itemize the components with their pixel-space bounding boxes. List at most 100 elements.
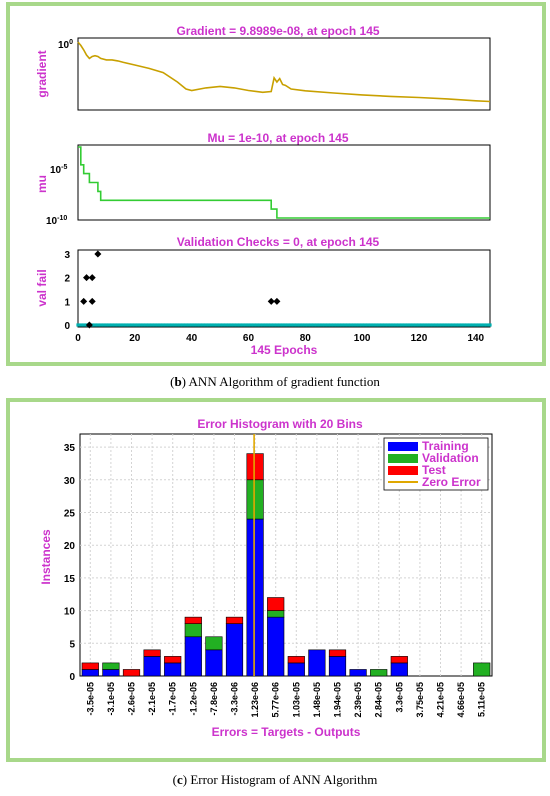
legend-validation-label: Validation (422, 451, 479, 465)
instances-tick-label: 25 (64, 508, 76, 519)
valfail-baseline-point (173, 323, 177, 327)
valfail-baseline-point (286, 323, 290, 327)
bar-test (122, 669, 141, 677)
valfail-points (76, 250, 492, 329)
mu-ytick-1e-10: 10-10 (46, 215, 67, 227)
valfail-baseline-point (101, 323, 106, 327)
mu-ylabel: mu (35, 175, 49, 193)
valfail-baseline-point (116, 323, 120, 327)
valfail-baseline-point (266, 323, 270, 327)
bar-test (267, 597, 285, 611)
valfail-baseline-point (141, 323, 145, 327)
valfail-check-point (80, 297, 88, 305)
valfail-baseline-point (235, 323, 239, 327)
valfail-baseline-point (471, 323, 475, 327)
valfail-baseline-point (369, 323, 373, 327)
valfail-baseline-point (451, 323, 455, 327)
valfail-baseline-point (477, 323, 481, 327)
valfail-baseline-point (252, 323, 256, 327)
bar-training (267, 616, 285, 677)
error-bin-label: 3.75e-05 (415, 682, 425, 718)
valfail-baseline-point (212, 323, 216, 327)
valfail-baseline-point (164, 323, 168, 327)
instances-ylabel: Instances (39, 529, 53, 585)
bar-validation (473, 662, 491, 677)
valfail-baseline-point (394, 323, 398, 327)
epoch-tick-label: 60 (243, 333, 255, 344)
valfail-baseline-point (414, 323, 418, 327)
valfail-baseline-point (320, 323, 324, 327)
valfail-baseline-point (155, 323, 160, 327)
legend-zero-error-label: Zero Error (422, 475, 481, 489)
valfail-baseline-point (349, 323, 353, 327)
valfail-baseline-point (150, 323, 154, 327)
valfail-baseline-point (283, 323, 288, 327)
caption-b-text: ANN Algorithm of gradient function (186, 374, 380, 389)
valfail-baseline-point (445, 323, 449, 327)
valfail-baseline-point (442, 323, 447, 327)
bar-training (143, 656, 161, 677)
caption-b: (b) ANN Algorithm of gradient function (170, 374, 380, 389)
gradient-ylabel: gradient (35, 50, 49, 97)
bar-training (349, 669, 367, 677)
valfail-baseline-point (383, 323, 387, 327)
bar-validation (102, 662, 120, 670)
valfail-baseline-point (195, 323, 199, 327)
valfail-baseline-point (357, 323, 361, 327)
error-bin-label: 5.11e-05 (477, 682, 487, 717)
valfail-check-point (85, 321, 93, 329)
valfail-baseline-point (269, 323, 273, 327)
valfail-baseline-point (82, 323, 86, 327)
histogram-x-ticks: -3.5e-05 -3.1e-05 -2.6e-05 -2.1e-05 -1.7e-05… (85, 682, 486, 718)
bar-validation (267, 610, 285, 618)
gradient-ytick-label: 100 (58, 39, 73, 51)
valfail-baseline-point (485, 323, 489, 327)
valfail-baseline-point (272, 323, 276, 327)
valfail-baseline-point (380, 323, 384, 327)
valfail-baseline-point (130, 323, 134, 327)
valfail-baseline-point (374, 323, 378, 327)
epoch-tick-label: 100 (354, 333, 371, 344)
valfail-baseline-point (181, 323, 185, 327)
valfail-baseline-point (428, 323, 432, 327)
instances-tick-label: 5 (69, 639, 75, 650)
legend-test-swatch (388, 466, 418, 475)
bar-training (205, 649, 223, 677)
valfail-baseline-point (113, 323, 117, 327)
valfail-baseline-point (371, 323, 376, 327)
valfail-baseline-point (354, 323, 359, 327)
valfail-baseline-point (121, 323, 126, 327)
valfail-baseline-point (221, 323, 225, 327)
valfail-baseline-point (329, 323, 333, 327)
valfail-baseline-point (377, 323, 381, 327)
valfail-baseline-point (431, 323, 435, 327)
valfail-plot-title: Validation Checks = 0, at epoch 145 (177, 235, 380, 249)
valfail-baseline-point (403, 323, 407, 327)
bar-training (308, 649, 326, 677)
valfail-baseline-point (323, 323, 327, 327)
bar-test (287, 656, 305, 664)
epoch-tick-label: 120 (411, 333, 428, 344)
valfail-baseline-point (459, 323, 464, 327)
valfail-baseline-point (201, 323, 205, 327)
valfail-baseline-point (261, 323, 265, 327)
valfail-baseline-point (175, 323, 180, 327)
error-bin-label: 4.21e-05 (436, 682, 446, 718)
instances-tick-label: 15 (64, 574, 76, 585)
valfail-baseline-point (303, 323, 307, 327)
caption-c-text: Error Histogram of ANN Algorithm (187, 772, 378, 787)
valfail-baseline-point (343, 323, 347, 327)
valfail-baseline-point (209, 323, 214, 327)
error-bin-label: 1.94e-05 (333, 682, 343, 718)
valfail-baseline-point (249, 323, 253, 327)
valfail-baseline-point (315, 323, 319, 327)
valfail-baseline-point (244, 323, 248, 327)
valfail-baseline-point (317, 323, 322, 327)
valfail-baseline-point (96, 323, 100, 327)
valfail-baseline-point (292, 323, 296, 327)
valfail-baseline-point (147, 323, 151, 327)
error-histogram-panel: Error Histogram with 20 Bins 0 5 10 15 20 25 3… (6, 398, 546, 762)
valfail-baseline-point (204, 323, 208, 327)
error-bin-label: 4.66e-05 (456, 682, 466, 718)
gradient-plot-area (77, 37, 491, 111)
